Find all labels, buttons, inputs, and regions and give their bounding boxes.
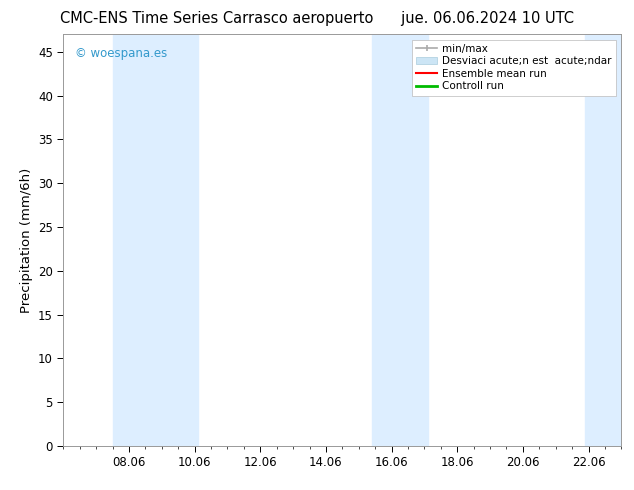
Text: CMC-ENS Time Series Carrasco aeropuerto      jue. 06.06.2024 10 UTC: CMC-ENS Time Series Carrasco aeropuerto … bbox=[60, 11, 574, 26]
Bar bbox=[372, 34, 428, 446]
Bar bbox=[585, 34, 621, 446]
Legend: min/max, Desviaci acute;n est  acute;ndar, Ensemble mean run, Controll run: min/max, Desviaci acute;n est acute;ndar… bbox=[412, 40, 616, 96]
Bar bbox=[113, 34, 198, 446]
Y-axis label: Precipitation (mm/6h): Precipitation (mm/6h) bbox=[20, 168, 32, 313]
Text: © woespana.es: © woespana.es bbox=[75, 47, 167, 60]
